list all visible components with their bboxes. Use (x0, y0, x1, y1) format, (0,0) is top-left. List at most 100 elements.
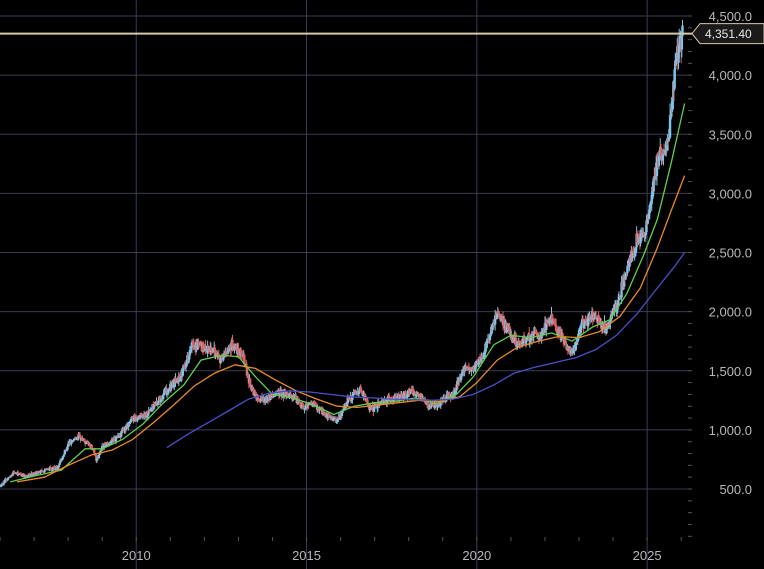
candle-body (28, 474, 32, 476)
candle-body (173, 378, 176, 388)
candle-body (556, 331, 559, 335)
candle-body (129, 419, 133, 422)
candle-body (668, 114, 672, 138)
candle-body (523, 337, 526, 341)
candle-body (681, 25, 684, 37)
candle-body (538, 336, 541, 340)
x-tick-label: 2010 (122, 548, 151, 563)
candle-body (247, 373, 250, 378)
candle-body (360, 391, 363, 393)
candle-body (119, 433, 123, 437)
candle-body (72, 439, 76, 441)
candle-body (404, 393, 408, 398)
candle-body (569, 350, 573, 354)
candle-body (108, 443, 111, 445)
candle-body (668, 137, 671, 139)
candle-body (442, 397, 446, 399)
candle-body (580, 323, 583, 326)
candle-body (575, 341, 578, 345)
candle-body (192, 342, 195, 345)
candle-body (90, 445, 93, 448)
candle-body (104, 443, 107, 446)
candle-body (68, 442, 71, 444)
candle-body (145, 412, 148, 417)
candle-body (613, 305, 616, 310)
candle-body (39, 470, 42, 473)
candle-body (470, 368, 473, 372)
candle-body (199, 342, 203, 346)
candle-body (565, 344, 568, 350)
candle-body (486, 338, 490, 342)
x-axis: 2010 2015 2020 2025 (0, 537, 682, 563)
candle-body (128, 421, 131, 425)
candle-body (529, 339, 532, 341)
candle-body (19, 473, 23, 476)
candle-body (415, 393, 418, 397)
candle-body (73, 438, 76, 440)
candle-body (532, 331, 536, 337)
candle-body (332, 418, 336, 420)
candle-body (182, 365, 185, 371)
candle-body (40, 470, 44, 472)
candle-body (465, 366, 468, 368)
candle-body (171, 381, 175, 383)
candle-body (2, 484, 5, 486)
candle-body (656, 155, 659, 158)
candle-body (497, 313, 501, 316)
candle-body (118, 435, 121, 437)
candle-body (322, 410, 325, 413)
candle-body (56, 467, 59, 470)
candle-body (85, 442, 88, 444)
candle-body (552, 319, 556, 323)
candle-body (83, 441, 87, 444)
candle-body (263, 400, 266, 403)
candle-body (460, 373, 463, 377)
candle-body (207, 346, 210, 350)
candle-body (426, 401, 429, 408)
candle-body (114, 441, 117, 443)
y-tick-label: 4,500.0 (709, 9, 752, 24)
candle-body (301, 403, 304, 405)
candle-body (25, 475, 29, 477)
candle-body (643, 234, 647, 236)
candle-body (213, 347, 217, 356)
candle-body (608, 321, 611, 323)
candle-body (459, 376, 463, 380)
candle-body (154, 404, 157, 406)
candle-body (373, 406, 376, 408)
candle-body (21, 475, 24, 477)
candle-body (184, 363, 188, 367)
candle-body (484, 343, 487, 353)
candle-body (557, 328, 560, 336)
grid (0, 0, 688, 569)
candle-body (590, 316, 593, 320)
candle-body (24, 474, 27, 478)
candle-body (319, 408, 323, 410)
candle-body (43, 470, 46, 473)
candle-body (351, 392, 355, 396)
candle-body (66, 443, 70, 447)
candle-body (473, 369, 477, 371)
candle-body (643, 232, 646, 236)
candle-body (317, 410, 321, 412)
candle-body (666, 138, 669, 151)
candle-body (664, 149, 667, 155)
candle-body (243, 354, 246, 365)
candle-body (231, 339, 234, 348)
candle-body (581, 318, 584, 324)
candle-body (224, 351, 228, 354)
moving-average-short-line (10, 103, 686, 483)
candle-body (662, 151, 666, 154)
candle-body (577, 333, 581, 335)
candle-body (147, 410, 150, 414)
candle-body (283, 390, 286, 398)
candle-body (492, 322, 496, 324)
candle-body (174, 377, 178, 382)
candle-body (520, 343, 523, 345)
candle-body (181, 370, 184, 376)
candle-body (29, 475, 32, 477)
candle-body (275, 392, 278, 394)
candle-body (154, 404, 158, 406)
x-tick-label: 2015 (292, 548, 321, 563)
candle-body (129, 421, 132, 423)
